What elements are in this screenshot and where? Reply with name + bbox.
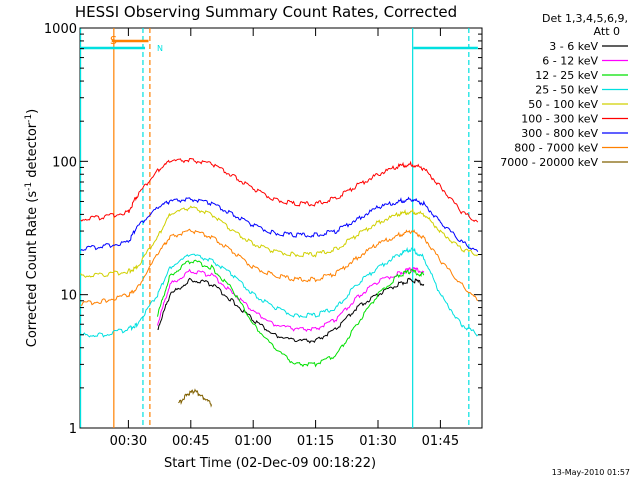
plot-area: 00:30 00:45 01:00 01:15 01:30 01:45 1 10 100 100… xyxy=(44,22,483,449)
y-axis-label-sup2: -1 xyxy=(24,114,34,123)
y-ticks: 1 10 100 1000 xyxy=(44,22,482,437)
vertical-markers xyxy=(79,28,470,428)
legend-label-4: 50 - 100 keV xyxy=(528,98,598,111)
legend-label-5: 100 - 300 keV xyxy=(521,113,598,126)
chart-title: HESSI Observing Summary Count Rates, Cor… xyxy=(75,3,457,21)
series-lines xyxy=(80,157,479,408)
series-line-3 xyxy=(80,246,479,338)
x-tick-label-4: 01:30 xyxy=(359,434,396,449)
x-tick-label-0: 00:30 xyxy=(110,434,147,449)
y-tick-label-2: 100 xyxy=(52,155,77,170)
series-line-6 xyxy=(80,196,479,252)
series-line-1 xyxy=(157,267,425,332)
x-tick-label-1: 00:45 xyxy=(172,434,209,449)
series-line-5 xyxy=(80,157,479,223)
legend-label-7: 800 - 7000 keV xyxy=(514,142,598,155)
legend-label-3: 25 - 50 keV xyxy=(535,84,598,97)
y-axis-label-part1: Corrected Count Rate (s xyxy=(25,191,40,348)
x-ticks: 00:30 00:45 01:00 01:15 01:30 01:45 xyxy=(110,28,459,449)
y-axis-label-part2: detector xyxy=(25,122,40,182)
plot-frame xyxy=(79,27,483,429)
legend-label-2: 12 - 25 keV xyxy=(535,69,598,82)
x-axis-label: Start Time (02-Dec-09 00:18:22) xyxy=(164,456,376,471)
footer-timestamp: 13-May-2010 01:57 xyxy=(552,468,630,477)
y-tick-label-0: 1 xyxy=(69,422,77,437)
series-line-0 xyxy=(157,277,425,344)
flag-label-n: N xyxy=(157,44,163,53)
legend: Det 1,3,4,5,6,9, Att 0 3 - 6 keV 6 - 12 k… xyxy=(500,12,628,169)
series-line-7 xyxy=(80,228,479,306)
y-tick-label-1: 10 xyxy=(60,289,77,304)
legend-header-line1: Det 1,3,4,5,6,9, xyxy=(542,12,628,25)
y-axis-label-part3: ) xyxy=(25,109,40,114)
x-tick-label-5: 01:45 xyxy=(422,434,459,449)
y-axis-label-sup1: -1 xyxy=(24,182,34,191)
flag-label-s: S xyxy=(110,34,117,47)
series-line-8 xyxy=(178,388,213,408)
legend-header-line2: Att 0 xyxy=(594,25,620,38)
legend-label-0: 3 - 6 keV xyxy=(549,40,598,53)
legend-label-1: 6 - 12 keV xyxy=(542,55,598,68)
legend-label-6: 300 - 800 keV xyxy=(521,127,598,140)
legend-label-8: 7000 - 20000 keV xyxy=(500,156,598,169)
x-tick-label-3: 01:15 xyxy=(297,434,334,449)
y-axis-label: Corrected Count Rate (s-1 detector-1) xyxy=(24,109,40,347)
x-tick-label-2: 01:00 xyxy=(234,434,271,449)
y-tick-label-3: 1000 xyxy=(44,22,77,37)
series-line-4 xyxy=(80,205,479,278)
flags xyxy=(80,39,478,50)
series-line-2 xyxy=(157,259,425,368)
